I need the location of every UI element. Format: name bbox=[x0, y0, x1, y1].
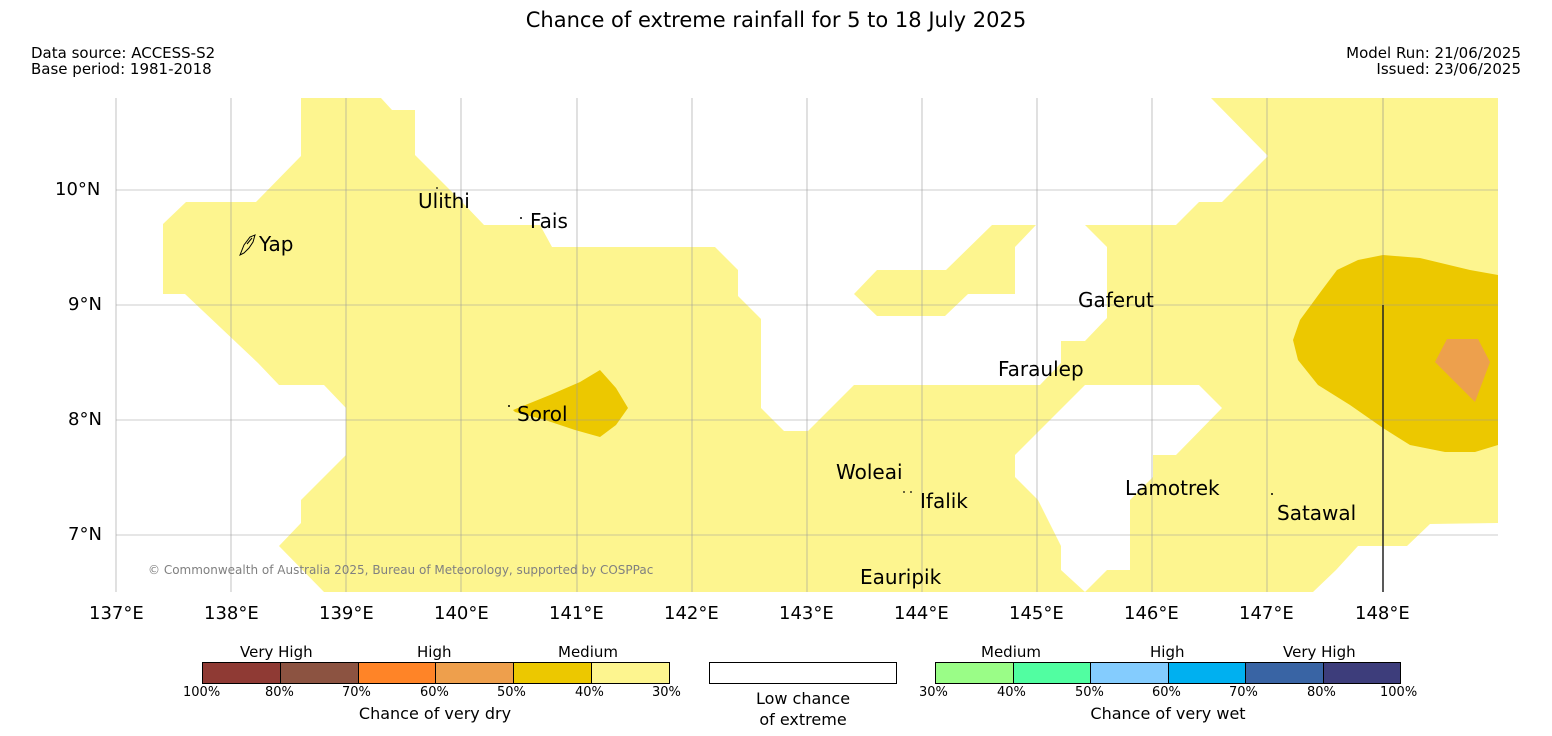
island-label-faraulep: Faraulep bbox=[998, 357, 1084, 381]
dry-legend-caption: Chance of very dry bbox=[358, 704, 512, 723]
ulithi-marker bbox=[436, 187, 438, 189]
island-markers bbox=[436, 187, 1273, 495]
lon-label-138e: 138°E bbox=[204, 603, 259, 624]
wet-bin-30-40 bbox=[936, 663, 1014, 683]
lon-label-145e: 145°E bbox=[1009, 603, 1064, 624]
island-label-eauripik: Eauripik bbox=[860, 565, 942, 589]
dry-tick-100: 100% bbox=[183, 685, 221, 700]
dry-bin-80-100 bbox=[203, 663, 281, 683]
model-run-label: Model Run: 21/06/2025 bbox=[1346, 44, 1521, 62]
dry-category-medium: Medium bbox=[558, 643, 618, 661]
wet-legend-caption: Chance of very wet bbox=[1090, 704, 1246, 723]
lat-label-8n: 8°N bbox=[68, 409, 102, 430]
dry-tick-80: 80% bbox=[265, 685, 294, 700]
wet-tick-60: 60% bbox=[1152, 685, 1181, 700]
dry-category-very-high: Very High bbox=[240, 643, 313, 661]
dry-medium-region-center bbox=[854, 225, 1036, 316]
dry-bin-50-60 bbox=[436, 663, 515, 683]
dry-tick-30: 30% bbox=[652, 685, 681, 700]
low-chance-caption-line1: Low chance bbox=[755, 689, 851, 708]
island-label-ifalik: Ifalik bbox=[920, 489, 968, 513]
island-label-sorol: Sorol bbox=[517, 402, 568, 426]
sorol-marker bbox=[508, 405, 510, 407]
ifalik-marker-1 bbox=[903, 491, 905, 493]
lon-label-144e: 144°E bbox=[894, 603, 949, 624]
wet-colorbar bbox=[935, 662, 1401, 684]
low-chance-box bbox=[709, 662, 897, 684]
dry-tick-70: 70% bbox=[342, 685, 371, 700]
lon-label-148e: 148°E bbox=[1355, 603, 1410, 624]
lon-label-141e: 141°E bbox=[549, 603, 604, 624]
wet-tick-100: 100% bbox=[1380, 685, 1418, 700]
lat-label-10n: 10°N bbox=[55, 179, 101, 200]
wet-tick-70: 70% bbox=[1229, 685, 1258, 700]
wet-bin-60-70 bbox=[1168, 663, 1246, 683]
wet-bin-50-60 bbox=[1091, 663, 1169, 683]
wet-bin-80-100 bbox=[1323, 663, 1400, 683]
wet-tick-80: 80% bbox=[1307, 685, 1336, 700]
island-label-satawal: Satawal bbox=[1277, 501, 1357, 525]
lat-label-7n: 7°N bbox=[68, 524, 102, 545]
wet-category-very-high: Very High bbox=[1283, 643, 1356, 661]
island-label-ulithi: Ulithi bbox=[418, 189, 470, 213]
low-chance-caption-line2: of extreme bbox=[759, 710, 847, 729]
wet-tick-50: 50% bbox=[1075, 685, 1104, 700]
island-label-gaferut: Gaferut bbox=[1078, 288, 1154, 312]
lon-label-147e: 147°E bbox=[1239, 603, 1294, 624]
dry-colorbar bbox=[202, 662, 670, 684]
wet-bin-70-80 bbox=[1246, 663, 1324, 683]
data-source-label: Data source: ACCESS-S2 bbox=[31, 44, 216, 62]
dry-tick-60: 60% bbox=[420, 685, 449, 700]
dry-high-region-east bbox=[1293, 255, 1498, 452]
dry-higher-region-east bbox=[1435, 339, 1490, 402]
fais-marker bbox=[520, 217, 522, 219]
dry-bin-60-70 bbox=[358, 663, 437, 683]
island-label-lamotrek: Lamotrek bbox=[1125, 476, 1220, 500]
wet-category-high: High bbox=[1150, 643, 1185, 661]
wet-tick-40: 40% bbox=[997, 685, 1026, 700]
map-grid bbox=[115, 98, 1498, 592]
map-title: Chance of extreme rainfall for 5 to 18 J… bbox=[525, 8, 1027, 32]
yap-island-shape bbox=[239, 234, 256, 257]
lon-label-146e: 146°E bbox=[1124, 603, 1179, 624]
lon-label-140e: 140°E bbox=[434, 603, 489, 624]
island-label-fais: Fais bbox=[530, 209, 568, 233]
wet-bin-40-50 bbox=[1013, 663, 1091, 683]
lat-label-9n: 9°N bbox=[68, 294, 102, 315]
dry-tick-50: 50% bbox=[497, 685, 526, 700]
island-label-woleai: Woleai bbox=[836, 460, 903, 484]
lon-label-143e: 143°E bbox=[779, 603, 834, 624]
lon-label-139e: 139°E bbox=[319, 603, 374, 624]
dry-bin-40-50 bbox=[514, 663, 593, 683]
dry-medium-region-west bbox=[163, 98, 1498, 592]
lon-label-137e: 137°E bbox=[89, 603, 144, 624]
dry-category-high: High bbox=[417, 643, 452, 661]
wet-category-medium: Medium bbox=[981, 643, 1041, 661]
dry-bin-70-80 bbox=[280, 663, 359, 683]
wet-tick-30: 30% bbox=[919, 685, 948, 700]
copyright-notice: © Commonwealth of Australia 2025, Bureau… bbox=[148, 563, 654, 577]
issued-label: Issued: 23/06/2025 bbox=[1376, 60, 1521, 78]
satawal-marker bbox=[1271, 493, 1273, 495]
dry-tick-40: 40% bbox=[575, 685, 604, 700]
lon-label-142e: 142°E bbox=[664, 603, 719, 624]
island-label-yap: Yap bbox=[259, 232, 294, 256]
ifalik-marker-2 bbox=[910, 491, 912, 493]
dry-bin-30-40 bbox=[592, 663, 669, 683]
base-period-label: Base period: 1981-2018 bbox=[31, 60, 212, 78]
